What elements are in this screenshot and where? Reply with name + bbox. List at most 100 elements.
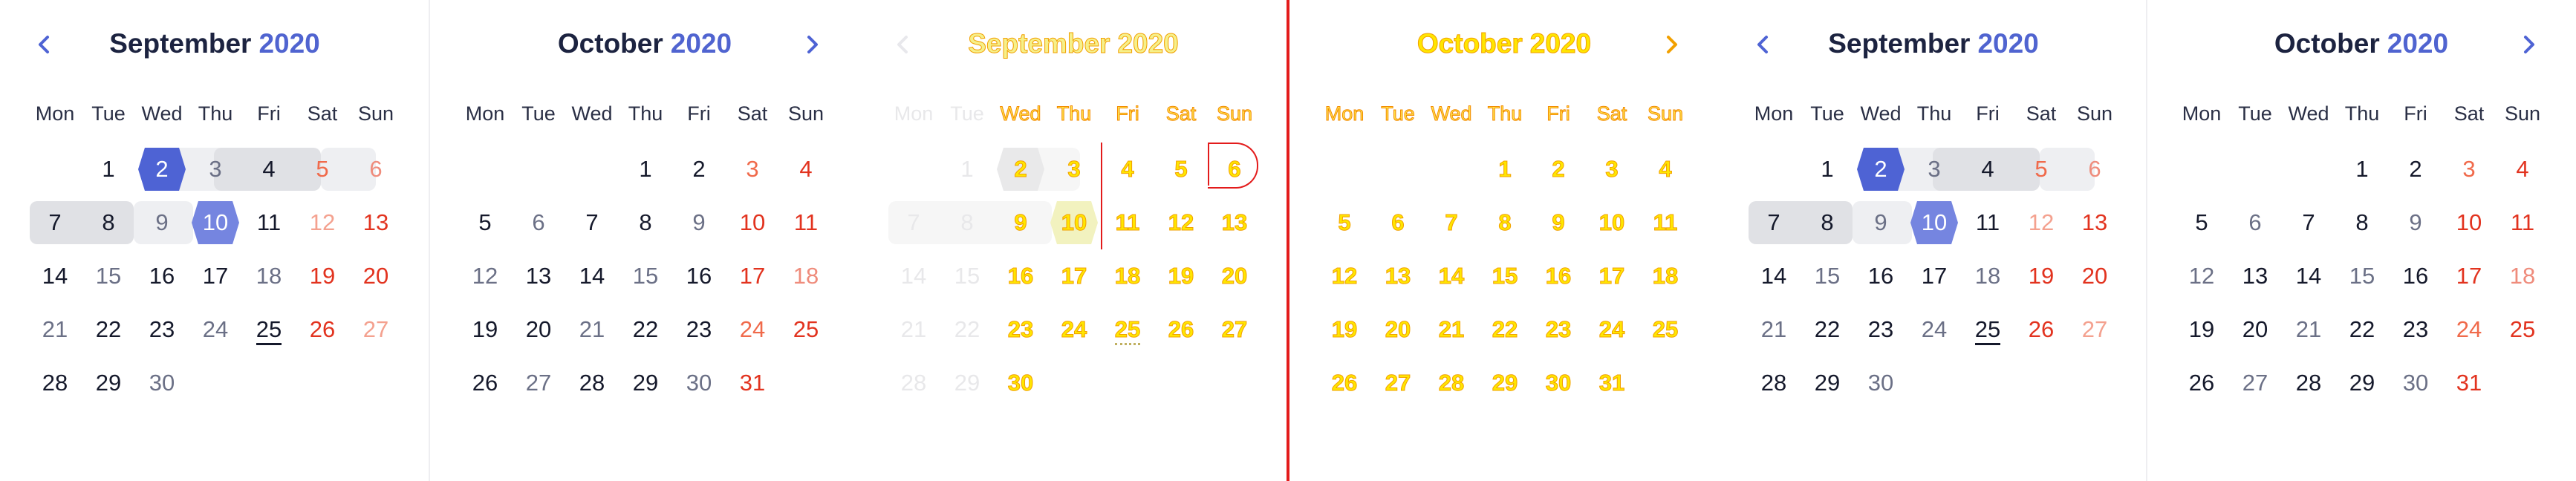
- day-cell[interactable]: 1: [960, 156, 974, 182]
- day-cell[interactable]: 13: [525, 263, 552, 289]
- day-cell[interactable]: 5: [1338, 209, 1351, 236]
- day-cell[interactable]: 4: [1981, 156, 1994, 182]
- day-cell[interactable]: 19: [1168, 263, 1194, 289]
- day-cell[interactable]: 16: [686, 263, 712, 289]
- day-cell[interactable]: 15: [1814, 263, 1841, 289]
- day-cell[interactable]: 1: [2355, 156, 2369, 182]
- day-cell[interactable]: 16: [1867, 263, 1894, 289]
- day-cell[interactable]: 11: [1115, 209, 1140, 236]
- day-cell[interactable]: 26: [2188, 370, 2215, 396]
- day-cell[interactable]: 18: [1114, 263, 1141, 289]
- day-cell[interactable]: 31: [1598, 370, 1625, 396]
- day-cell[interactable]: 23: [1545, 316, 1572, 343]
- day-cell[interactable]: 12: [2028, 209, 2055, 235]
- day-cell[interactable]: 10: [1598, 209, 1625, 236]
- day-cell[interactable]: 10: [1061, 209, 1087, 236]
- day-cell-selected[interactable]: 10: [202, 209, 229, 235]
- day-cell[interactable]: 16: [1007, 263, 1034, 289]
- day-cell[interactable]: 24: [202, 316, 229, 342]
- day-cell[interactable]: 12: [1168, 209, 1194, 236]
- day-cell[interactable]: 9: [1014, 209, 1027, 236]
- day-cell[interactable]: 5: [2195, 209, 2208, 235]
- day-cell[interactable]: 28: [2295, 370, 2322, 396]
- day-cell[interactable]: 23: [1007, 316, 1034, 343]
- day-cell[interactable]: 29: [1814, 370, 1841, 396]
- day-cell[interactable]: 2: [2409, 156, 2422, 182]
- day-cell[interactable]: 3: [2462, 156, 2476, 182]
- day-cell[interactable]: 9: [692, 209, 706, 235]
- day-cell[interactable]: 24: [739, 316, 766, 342]
- day-cell[interactable]: 14: [42, 263, 68, 289]
- day-cell[interactable]: 27: [2242, 370, 2268, 396]
- day-cell[interactable]: 7: [1767, 209, 1780, 235]
- day-cell[interactable]: 27: [362, 316, 389, 342]
- day-cell[interactable]: 24: [1061, 316, 1087, 343]
- day-cell[interactable]: 17: [2456, 263, 2482, 289]
- day-cell[interactable]: 10: [2456, 209, 2482, 235]
- day-cell[interactable]: 30: [1867, 370, 1894, 396]
- day-cell[interactable]: 30: [686, 370, 712, 396]
- day-cell-today[interactable]: 25: [1974, 316, 2001, 342]
- day-cell[interactable]: 11: [2510, 209, 2535, 235]
- day-cell[interactable]: 19: [309, 263, 336, 289]
- day-cell[interactable]: 17: [1598, 263, 1625, 289]
- day-cell[interactable]: 26: [1168, 316, 1194, 343]
- day-cell[interactable]: 14: [2295, 263, 2322, 289]
- day-cell[interactable]: 4: [799, 156, 813, 182]
- day-cell[interactable]: 28: [900, 370, 927, 396]
- day-cell[interactable]: 2: [692, 156, 706, 182]
- day-cell[interactable]: 13: [2081, 209, 2108, 235]
- day-cell[interactable]: 15: [95, 263, 122, 289]
- day-cell[interactable]: 8: [960, 209, 974, 235]
- day-cell[interactable]: 21: [1438, 316, 1465, 343]
- day-cell[interactable]: 20: [2081, 263, 2108, 289]
- day-cell[interactable]: 23: [2402, 316, 2429, 342]
- day-cell[interactable]: 17: [739, 263, 766, 289]
- day-cell[interactable]: 29: [2349, 370, 2375, 396]
- day-cell[interactable]: 5: [1174, 156, 1188, 183]
- day-cell[interactable]: 17: [202, 263, 229, 289]
- day-cell[interactable]: 26: [1331, 370, 1358, 396]
- day-cell[interactable]: 28: [1760, 370, 1787, 396]
- day-cell[interactable]: 23: [1867, 316, 1894, 342]
- day-cell[interactable]: 20: [2242, 316, 2268, 342]
- day-cell[interactable]: 17: [1061, 263, 1087, 289]
- day-cell[interactable]: 1: [639, 156, 652, 182]
- day-cell[interactable]: 1: [1498, 156, 1512, 183]
- day-cell[interactable]: 3: [746, 156, 759, 182]
- day-cell[interactable]: 20: [1221, 263, 1248, 289]
- day-cell[interactable]: 19: [1331, 316, 1358, 343]
- day-cell[interactable]: 5: [478, 209, 492, 235]
- day-cell[interactable]: 6: [1228, 156, 1241, 183]
- day-cell[interactable]: 26: [2028, 316, 2055, 342]
- day-cell[interactable]: 16: [149, 263, 175, 289]
- day-cell[interactable]: 22: [1492, 316, 1518, 343]
- day-cell[interactable]: 22: [2349, 316, 2375, 342]
- next-month-button[interactable]: [2512, 28, 2545, 61]
- day-cell[interactable]: 12: [309, 209, 336, 235]
- day-cell[interactable]: 30: [1545, 370, 1572, 396]
- day-cell-selected[interactable]: 2: [1874, 156, 1887, 182]
- day-cell[interactable]: 10: [739, 209, 766, 235]
- day-cell[interactable]: 9: [1874, 209, 1887, 235]
- day-cell[interactable]: 30: [1007, 370, 1034, 396]
- day-cell[interactable]: 22: [95, 316, 122, 342]
- day-cell[interactable]: 13: [2242, 263, 2268, 289]
- prev-month-button[interactable]: [887, 28, 920, 61]
- day-cell[interactable]: 21: [579, 316, 605, 342]
- day-cell[interactable]: 25: [2509, 316, 2536, 342]
- day-cell[interactable]: 4: [1659, 156, 1672, 183]
- day-cell[interactable]: 16: [2402, 263, 2429, 289]
- next-month-button[interactable]: [1655, 28, 1688, 61]
- day-cell[interactable]: 11: [1975, 209, 2000, 235]
- day-cell[interactable]: 18: [793, 263, 819, 289]
- day-cell[interactable]: 14: [900, 263, 927, 289]
- day-cell[interactable]: 6: [2088, 156, 2101, 182]
- day-cell[interactable]: 24: [1921, 316, 1948, 342]
- next-month-button[interactable]: [796, 28, 828, 61]
- day-cell[interactable]: 15: [2349, 263, 2375, 289]
- day-cell[interactable]: 11: [256, 209, 282, 235]
- day-cell[interactable]: 14: [579, 263, 605, 289]
- day-cell[interactable]: 3: [1067, 156, 1081, 183]
- day-cell[interactable]: 20: [525, 316, 552, 342]
